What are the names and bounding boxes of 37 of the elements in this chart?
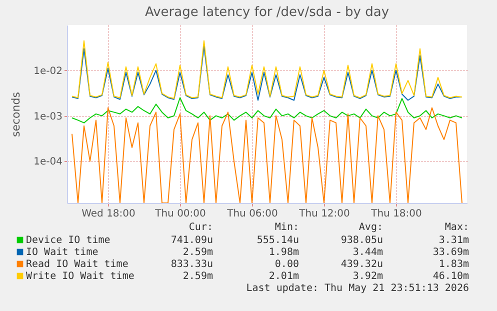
text: 2.59m bbox=[182, 247, 213, 258]
text: 938.05u bbox=[340, 235, 383, 246]
text: 33.69m bbox=[432, 247, 469, 258]
text: Min: bbox=[274, 222, 299, 233]
text: 3.44m bbox=[352, 247, 383, 258]
chart-title: Average latency for /dev/sda - by day bbox=[144, 5, 390, 20]
x-tick-label: Thu 00:00 bbox=[154, 208, 206, 220]
legend-label: Write IO Wait time bbox=[26, 271, 134, 282]
text: 439.32u bbox=[340, 259, 383, 270]
x-tick-label: Thu 12:00 bbox=[298, 208, 350, 220]
legend-label: Device IO time bbox=[26, 235, 110, 246]
text: Last update: Thu May 21 23:51:13 2026 bbox=[246, 283, 469, 294]
legend-label: Read IO Wait time bbox=[26, 259, 128, 270]
text: Avg: bbox=[358, 222, 383, 233]
x-tick-label: Thu 18:00 bbox=[370, 208, 422, 220]
text: 0.00 bbox=[274, 259, 299, 270]
y-tick-label: 1e-04 bbox=[34, 156, 62, 168]
text: 833.33u bbox=[170, 259, 213, 270]
text: Cur: bbox=[188, 222, 213, 233]
y-axis-title: seconds bbox=[10, 92, 23, 137]
x-tick-label: Wed 18:00 bbox=[82, 208, 136, 220]
text: 46.10m bbox=[432, 271, 469, 282]
y-tick-label: 1e-03 bbox=[34, 111, 62, 122]
text: 3.92m bbox=[352, 271, 383, 282]
line-series bbox=[72, 97, 462, 124]
text: 741.09u bbox=[170, 235, 213, 246]
text: 2.59m bbox=[182, 271, 213, 282]
text: 555.14u bbox=[256, 235, 299, 246]
text: 2.01m bbox=[268, 271, 299, 282]
y-tick-label: 1e-02 bbox=[34, 66, 62, 77]
text: Max: bbox=[444, 222, 469, 233]
text: 3.31m bbox=[438, 235, 469, 246]
legend-label: IO Wait time bbox=[26, 247, 98, 258]
x-tick-label: Thu 06:00 bbox=[226, 208, 278, 220]
line-series bbox=[72, 107, 462, 203]
text: 1.98m bbox=[268, 247, 299, 258]
text: 1.83m bbox=[438, 259, 469, 270]
